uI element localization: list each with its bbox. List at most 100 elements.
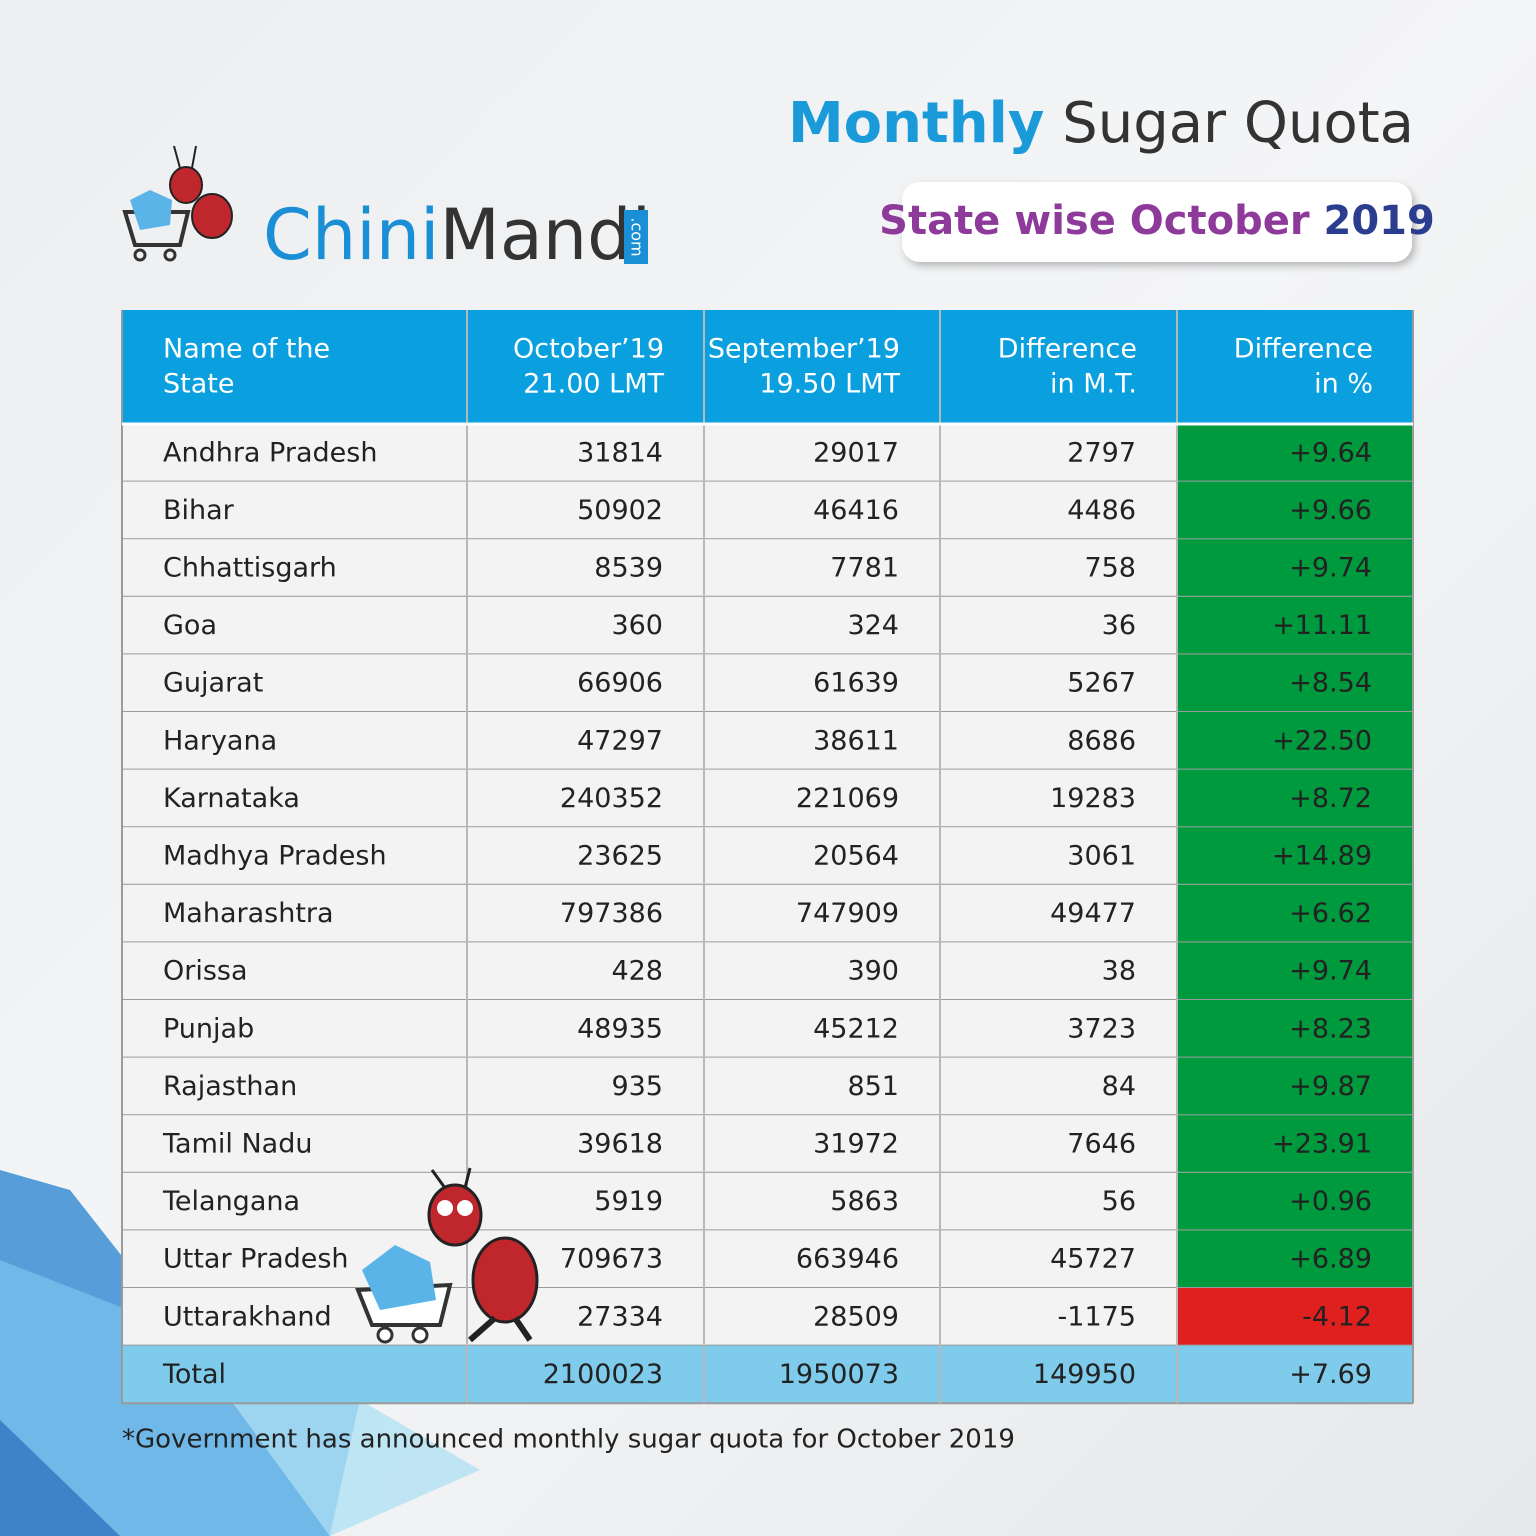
cell-text: 8539 <box>594 553 663 584</box>
cell-text: 360 <box>611 610 663 641</box>
cell-text: -1175 <box>1058 1301 1136 1332</box>
cell-text: 28509 <box>813 1301 899 1332</box>
cell-text: 663946 <box>796 1244 899 1275</box>
subtitle-box <box>902 182 1412 262</box>
cell-text: 2797 <box>1067 437 1136 468</box>
logo-icon <box>122 145 233 262</box>
cell-text: 39618 <box>577 1129 663 1160</box>
cell-text: +6.62 <box>1289 898 1372 929</box>
percent-cell <box>1177 424 1413 482</box>
cell-text: 45727 <box>1050 1244 1136 1275</box>
percent-cell <box>1177 1288 1413 1346</box>
cell-text: Gujarat <box>163 668 263 699</box>
logo-domain-box <box>624 210 648 264</box>
cell-text: 56 <box>1102 1186 1136 1217</box>
percent-cell <box>1177 1115 1413 1173</box>
cell-text: 221069 <box>796 783 899 814</box>
cell-text: +6.89 <box>1289 1244 1372 1275</box>
percent-cell <box>1177 1000 1413 1058</box>
logo-text: ChiniMandi <box>263 194 651 276</box>
cell-text: +22.50 <box>1272 725 1372 756</box>
cell-text: +9.66 <box>1289 495 1372 526</box>
title: Monthly Sugar Quota <box>788 91 1414 156</box>
cell-text: 797386 <box>560 898 663 929</box>
cell-text: 61639 <box>813 668 899 699</box>
cell-text: 4486 <box>1067 495 1136 526</box>
cell-text: 84 <box>1102 1071 1136 1102</box>
column-header: September’19 <box>708 334 900 365</box>
cell-text: -4.12 <box>1302 1301 1372 1332</box>
cell-text: +8.23 <box>1289 1013 1372 1044</box>
percent-cell <box>1177 884 1413 943</box>
column-header: State <box>163 369 234 400</box>
cell-text: Rajasthan <box>163 1071 297 1102</box>
cell-text: 48935 <box>577 1013 663 1044</box>
cell-text: 46416 <box>813 495 899 526</box>
cell-text: 390 <box>847 956 899 987</box>
column-header: 19.50 LMT <box>759 369 900 400</box>
cell-text: 709673 <box>560 1244 663 1275</box>
cell-text: Orissa <box>163 956 248 987</box>
header-row <box>122 310 1413 424</box>
cell-text: +7.69 <box>1289 1359 1372 1390</box>
cell-text: 47297 <box>577 725 663 756</box>
cell-text: 935 <box>611 1071 663 1102</box>
cell-text: Bihar <box>163 495 235 526</box>
cell-text: Uttarakhand <box>163 1301 332 1332</box>
cell-text: 45212 <box>813 1013 899 1044</box>
cell-text: 23625 <box>577 841 663 872</box>
cell-text: +8.54 <box>1289 668 1372 699</box>
mascot <box>355 1167 539 1344</box>
cell-text: 7781 <box>830 553 899 584</box>
cell-text: +11.11 <box>1272 610 1372 641</box>
cell-text: +9.64 <box>1289 437 1372 468</box>
cell-text: 3061 <box>1067 841 1136 872</box>
percent-cell <box>1177 942 1413 1000</box>
footnote: *Government has announced monthly sugar … <box>122 1425 1015 1455</box>
total-row <box>122 1345 1413 1404</box>
cell-text: 240352 <box>560 783 663 814</box>
cell-text: Goa <box>163 610 217 641</box>
percent-cell <box>1177 1057 1413 1116</box>
percent-cell <box>1177 596 1413 655</box>
cell-text: 8686 <box>1067 725 1136 756</box>
cell-text: 5863 <box>830 1186 899 1217</box>
cell-text: 38611 <box>813 725 899 756</box>
cell-text: +23.91 <box>1272 1129 1372 1160</box>
column-header: 21.00 LMT <box>523 369 664 400</box>
cell-text: 31972 <box>813 1129 899 1160</box>
percent-cell <box>1177 827 1413 885</box>
cell-text: Telangana <box>162 1186 300 1217</box>
cell-text: 66906 <box>577 668 663 699</box>
cell-text: Tamil Nadu <box>162 1129 312 1160</box>
cell-text: +8.72 <box>1289 783 1372 814</box>
percent-cell <box>1177 481 1413 540</box>
cell-text: 1950073 <box>779 1359 899 1390</box>
column-header: Difference <box>998 334 1137 365</box>
cell-text: +9.87 <box>1289 1071 1372 1102</box>
cell-text: 149950 <box>1033 1359 1136 1390</box>
cell-text: Andhra Pradesh <box>163 437 377 468</box>
cell-text: 36 <box>1102 610 1136 641</box>
percent-cell <box>1177 1230 1413 1288</box>
cell-text: +14.89 <box>1272 841 1372 872</box>
percent-cell <box>1177 539 1413 597</box>
cell-text: 747909 <box>796 898 899 929</box>
cell-text: 27334 <box>577 1301 663 1332</box>
column-header: October’19 <box>513 334 664 365</box>
column-header: Name of the <box>163 334 330 365</box>
cell-text: 428 <box>611 956 663 987</box>
cell-text: 324 <box>847 610 899 641</box>
cell-text: +0.96 <box>1289 1186 1372 1217</box>
logo-domain: .com <box>628 217 647 256</box>
cell-text: Madhya Pradesh <box>163 841 387 872</box>
percent-cell <box>1177 1172 1413 1231</box>
cell-text: Haryana <box>163 725 277 756</box>
cell-text: Punjab <box>163 1013 254 1044</box>
subtitle: State wise October 2019 <box>879 198 1435 244</box>
cell-text: Chhattisgarh <box>163 553 337 584</box>
cell-text: Total <box>162 1359 226 1390</box>
cell-text: 29017 <box>813 437 899 468</box>
column-header: Difference <box>1234 334 1373 365</box>
